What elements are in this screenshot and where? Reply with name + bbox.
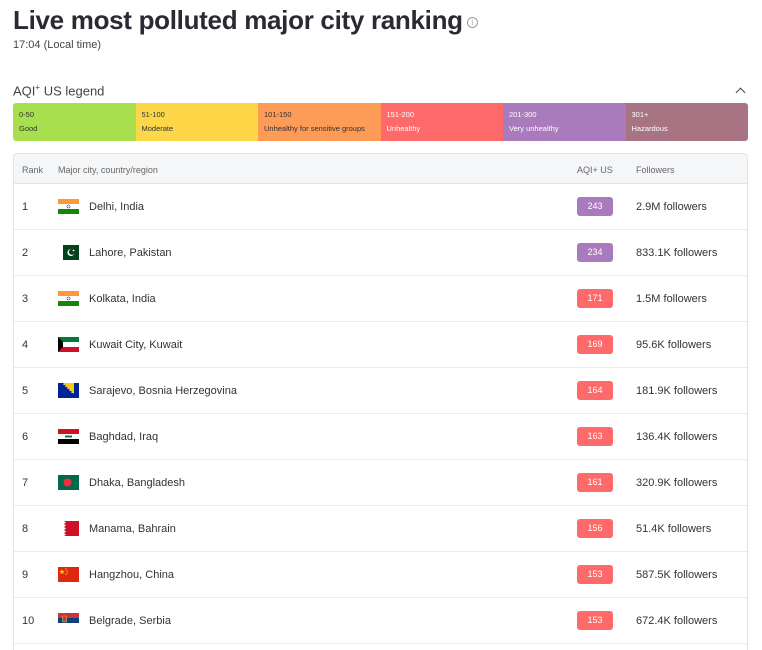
city-link[interactable]: Delhi, India	[89, 201, 145, 213]
city-link[interactable]: Sarajevo, Bosnia Herzegovina	[89, 385, 237, 397]
table-row[interactable]: 2 Lahore, Pakistan 234 833.1K followers	[14, 230, 747, 276]
followers-cell: 136.4K followers	[636, 431, 718, 443]
rank-cell: 3	[22, 293, 29, 305]
legend-range: 301+	[631, 110, 649, 119]
legend-range: 0-50	[19, 110, 35, 119]
rank-cell: 9	[22, 569, 29, 581]
legend-label: Unhealthy	[386, 124, 421, 133]
rank-cell: 8	[22, 523, 29, 535]
table-row[interactable]: 7 Dhaka, Bangladesh 161 320.9K followers	[14, 460, 747, 506]
legend-segment: 151-200 Unhealthy	[380, 103, 503, 141]
india-flag-icon	[58, 291, 79, 306]
table-header: Rank Major city, country/region AQI+ US …	[14, 154, 747, 184]
city-link[interactable]: Manama, Bahrain	[89, 523, 176, 535]
header-followers: Followers	[636, 165, 675, 175]
legend-label: Good	[19, 124, 38, 133]
legend-title: AQI+ US legend	[13, 83, 104, 98]
legend-title-suffix: US legend	[40, 83, 105, 99]
ranking-table: Rank Major city, country/region AQI+ US …	[13, 153, 748, 650]
info-icon[interactable]: i	[466, 17, 478, 28]
followers-cell: 51.4K followers	[636, 523, 712, 535]
followers-cell: 1.5M followers	[636, 293, 707, 305]
bahrain-flag-icon	[58, 521, 79, 536]
aqi-badge: 156	[577, 519, 613, 538]
header-city: Major city, country/region	[58, 165, 158, 175]
kuwait-flag-icon	[58, 337, 79, 352]
bangladesh-flag-icon	[58, 475, 79, 490]
legend-title-sup: +	[35, 83, 41, 92]
title-row: Live most polluted major city ranking i	[13, 5, 478, 36]
bosnia-flag-icon	[58, 383, 79, 398]
table-body: 1 Delhi, India 243 2.9M followers 2 Lahore, P…	[14, 184, 747, 644]
aqi-badge: 169	[577, 335, 613, 354]
legend-segment: 0-50 Good	[13, 103, 136, 141]
iraq-flag-icon	[58, 429, 79, 444]
table-row[interactable]: 1 Delhi, India 243 2.9M followers	[14, 184, 747, 230]
legend-header[interactable]: AQI+ US legend	[13, 83, 748, 98]
rank-cell: 5	[22, 385, 29, 397]
legend-range: 51-100	[141, 110, 165, 119]
legend-range: 201-300	[509, 110, 537, 119]
city-link[interactable]: Belgrade, Serbia	[89, 615, 171, 627]
legend-label: Hazardous	[631, 124, 668, 133]
followers-cell: 833.1K followers	[636, 247, 718, 259]
aqi-legend-bar: 0-50 Good 51-100 Moderate 101-150 Unhealthy f…	[13, 103, 748, 141]
rank-cell: 1	[22, 201, 29, 213]
page-title: Live most polluted major city ranking	[13, 5, 463, 35]
followers-cell: 672.4K followers	[636, 615, 718, 627]
header-aqi: AQI+ US	[577, 165, 613, 175]
serbia-flag-icon	[58, 613, 79, 628]
followers-cell: 181.9K followers	[636, 385, 718, 397]
city-link[interactable]: Hangzhou, China	[89, 569, 175, 581]
aqi-badge: 153	[577, 611, 613, 630]
aqi-badge: 161	[577, 473, 613, 492]
rank-cell: 7	[22, 477, 29, 489]
legend-label: Unhealthy for sensitive groups	[264, 124, 365, 133]
header-rank: Rank	[22, 165, 44, 175]
india-flag-icon	[58, 199, 79, 214]
aqi-badge: 164	[577, 381, 613, 400]
city-link[interactable]: Lahore, Pakistan	[89, 247, 172, 259]
table-row[interactable]: 10 Belgrade, Serbia 153 672.4K followers	[14, 598, 747, 644]
rank-cell: 6	[22, 431, 29, 443]
aqi-badge: 153	[577, 565, 613, 584]
table-row[interactable]: 5 Sarajevo, Bosnia Herzegovina 164 181.9K f…	[14, 368, 747, 414]
aqi-badge: 171	[577, 289, 613, 308]
legend-segment: 201-300 Very unhealthy	[503, 103, 626, 141]
aqi-badge: 243	[577, 197, 613, 216]
legend-segment: 51-100 Moderate	[135, 103, 258, 141]
table-row[interactable]: 9 Hangzhou, China 153 587.5K followers	[14, 552, 747, 598]
china-flag-icon	[58, 567, 79, 582]
table-row[interactable]: 3 Kolkata, India 171 1.5M followers	[14, 276, 747, 322]
aqi-badge: 163	[577, 427, 613, 446]
legend-range: 101-150	[264, 110, 292, 119]
followers-cell: 95.6K followers	[636, 339, 712, 351]
legend-segment: 101-150 Unhealthy for sensitive groups	[258, 103, 381, 141]
rank-cell: 4	[22, 339, 29, 351]
followers-cell: 587.5K followers	[636, 569, 718, 581]
chevron-up-icon[interactable]	[734, 84, 748, 98]
rank-cell: 10	[22, 615, 35, 627]
legend-label: Very unhealthy	[509, 124, 559, 133]
table-row[interactable]: 4 Kuwait City, Kuwait 169 95.6K followers	[14, 322, 747, 368]
aqi-badge: 234	[577, 243, 613, 262]
city-link[interactable]: Kolkata, India	[89, 293, 156, 305]
city-link[interactable]: Baghdad, Iraq	[89, 431, 159, 443]
city-link[interactable]: Dhaka, Bangladesh	[89, 477, 186, 489]
legend-label: Moderate	[141, 124, 174, 133]
local-time: 17:04 (Local time)	[13, 39, 102, 51]
followers-cell: 2.9M followers	[636, 201, 707, 213]
city-link[interactable]: Kuwait City, Kuwait	[89, 339, 183, 351]
legend-segment: 301+ Hazardous	[625, 103, 748, 141]
rank-cell: 2	[22, 247, 29, 259]
legend-title-aqi: AQI	[13, 83, 36, 99]
table-row[interactable]: 6 Baghdad, Iraq 163 136.4K followers	[14, 414, 747, 460]
table-row[interactable]: 8 Manama, Bahrain 156 51.4K followers	[14, 506, 747, 552]
followers-cell: 320.9K followers	[636, 477, 718, 489]
pakistan-flag-icon	[58, 245, 79, 260]
legend-range: 151-200	[386, 110, 415, 119]
